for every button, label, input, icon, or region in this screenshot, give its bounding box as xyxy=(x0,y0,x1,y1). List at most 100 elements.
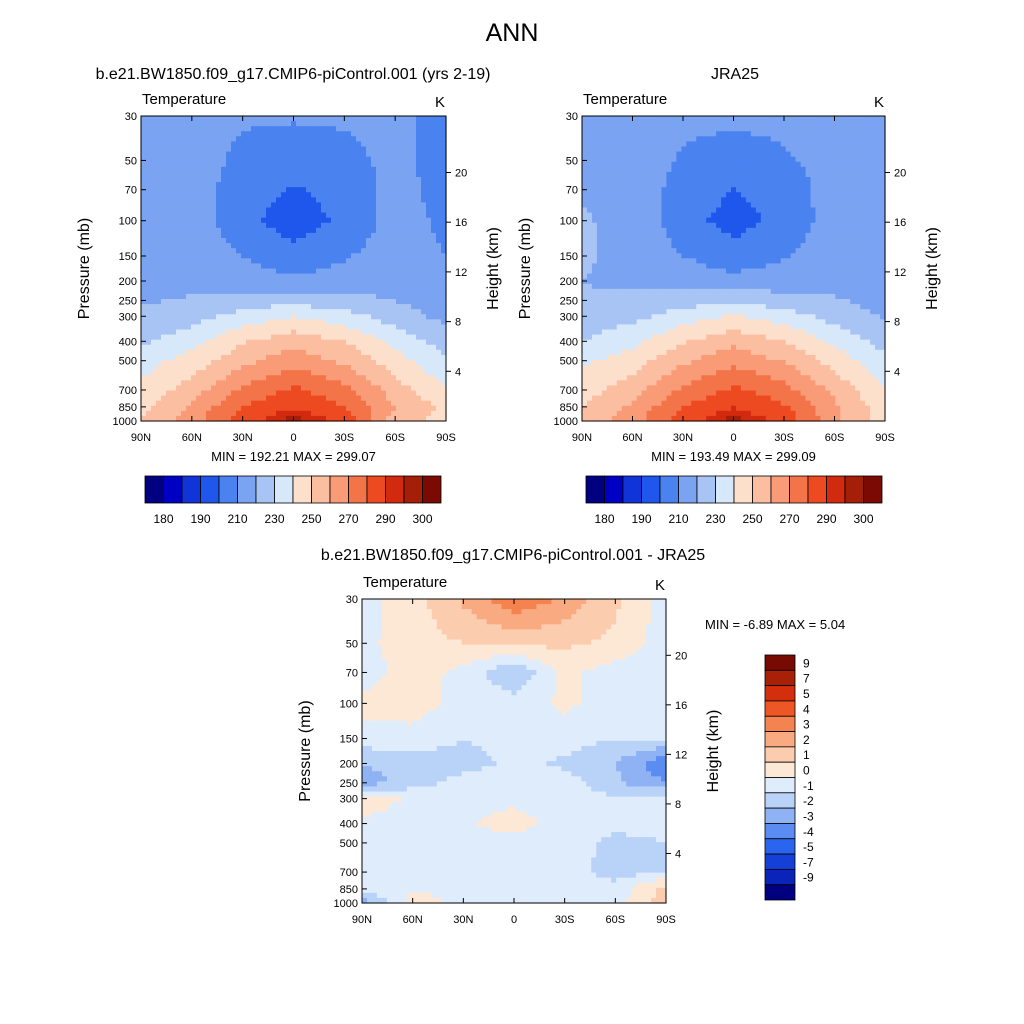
field-cell xyxy=(346,319,352,326)
field-cell xyxy=(431,217,437,224)
field-cell xyxy=(361,177,367,183)
field-cell xyxy=(211,319,217,326)
field-cell xyxy=(686,156,692,163)
field-cell xyxy=(146,304,152,310)
field-cell xyxy=(631,131,638,137)
field-cell xyxy=(396,243,402,249)
field-cell xyxy=(411,293,417,300)
field-cell xyxy=(426,283,432,290)
field-cell xyxy=(436,365,442,371)
field-cell xyxy=(376,166,382,173)
field-cell xyxy=(381,400,387,407)
field-cell xyxy=(196,151,202,158)
field-cell xyxy=(291,197,297,204)
field-cell xyxy=(765,171,772,178)
pressure-tick-label: 30 xyxy=(125,111,137,123)
field-cell xyxy=(211,410,217,417)
field-cell xyxy=(780,192,787,198)
field-cell xyxy=(875,141,881,148)
field-cell xyxy=(860,131,866,137)
field-cell xyxy=(376,182,382,188)
field-cell xyxy=(870,141,876,148)
field-cell xyxy=(601,212,608,219)
field-cell xyxy=(221,288,227,295)
field-cell xyxy=(336,166,342,173)
field-cell xyxy=(421,304,427,310)
field-cell xyxy=(361,395,367,402)
field-cell xyxy=(391,319,397,326)
field-cell xyxy=(276,217,282,224)
field-cell xyxy=(401,329,407,336)
field-cell xyxy=(421,156,427,163)
field-cell xyxy=(151,365,157,371)
field-cell xyxy=(740,141,747,148)
field-cell xyxy=(256,380,262,387)
field-cell xyxy=(731,141,737,148)
field-cell xyxy=(381,385,387,392)
field-cell xyxy=(261,400,267,407)
field-cell xyxy=(686,146,692,153)
field-cell xyxy=(391,395,397,402)
field-cell xyxy=(326,288,332,295)
field-cell xyxy=(366,410,372,417)
field-cell xyxy=(281,222,287,229)
field-cell xyxy=(331,309,337,315)
field-cell xyxy=(406,156,412,163)
field-cell xyxy=(201,197,207,204)
field-cell xyxy=(271,288,277,295)
field-cell xyxy=(316,151,322,158)
field-cell xyxy=(621,192,628,198)
field-cell xyxy=(341,263,347,270)
field-cell xyxy=(775,182,782,188)
field-cell xyxy=(256,365,262,371)
field-cell xyxy=(336,232,342,239)
field-cell xyxy=(296,197,302,204)
field-cell xyxy=(406,121,412,127)
field-cell xyxy=(411,131,417,137)
field-cell xyxy=(236,339,242,346)
field-cell xyxy=(361,182,367,188)
field-cell xyxy=(371,217,377,224)
field-cell xyxy=(711,161,717,168)
field-cell xyxy=(825,121,831,127)
field-cell xyxy=(211,151,217,158)
field-cell xyxy=(616,217,623,224)
field-cell xyxy=(765,161,772,168)
field-cell xyxy=(835,166,841,173)
field-cell xyxy=(401,415,407,422)
field-cell xyxy=(256,349,262,356)
field-cell xyxy=(176,182,182,188)
field-cell xyxy=(371,182,377,188)
field-cell xyxy=(331,288,337,295)
field-cell xyxy=(436,375,442,381)
field-cell xyxy=(291,207,297,214)
field-cell xyxy=(376,365,382,371)
field-cell xyxy=(631,192,638,198)
field-cell xyxy=(326,192,332,198)
field-cell xyxy=(341,385,347,392)
field-cell xyxy=(261,182,267,188)
field-cell xyxy=(306,212,312,219)
field-cell xyxy=(760,171,767,178)
field-cell xyxy=(421,309,427,315)
field-cell xyxy=(341,121,347,127)
field-cell xyxy=(406,116,412,122)
field-cell xyxy=(396,314,402,320)
field-cell xyxy=(346,283,352,290)
field-cell xyxy=(306,415,312,422)
field-cell xyxy=(860,121,866,127)
field-cell xyxy=(855,131,861,137)
field-cell xyxy=(696,166,702,173)
field-cell xyxy=(221,283,227,290)
field-cell xyxy=(436,344,442,351)
field-cell xyxy=(411,349,417,356)
field-cell xyxy=(316,415,322,422)
field-cell xyxy=(790,161,797,168)
field-cell xyxy=(406,273,412,280)
field-cell xyxy=(830,171,836,178)
field-cell xyxy=(596,121,603,127)
field-cell xyxy=(146,400,152,407)
field-cell xyxy=(406,278,412,285)
field-cell xyxy=(151,116,157,122)
field-cell xyxy=(181,126,187,132)
